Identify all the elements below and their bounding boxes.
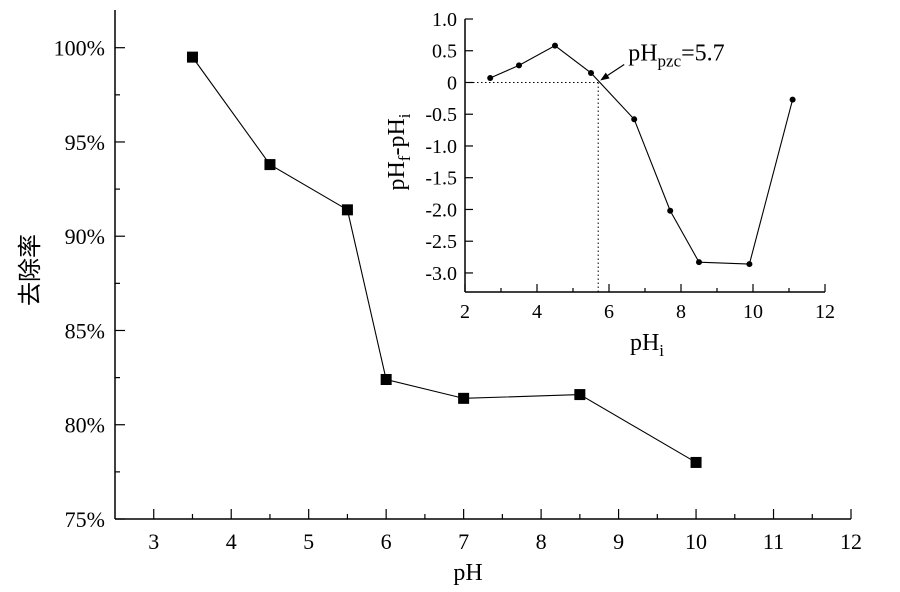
inset-series-markers <box>487 42 796 268</box>
pzc-annotation: pHpzc=5.7 <box>600 40 725 81</box>
inset-x-tick-label: 10 <box>743 301 763 323</box>
inset-y-tick-label: -1.5 <box>425 168 457 190</box>
main-x-tick-label: 12 <box>840 529 862 554</box>
main-chart: 3 4 5 6 7 8 9 10 11 12 75% 80% 85% 90% 95% 100% pH 去除率 <box>17 10 862 586</box>
inset-data-point <box>789 96 796 103</box>
inset-y-axis-label: pHf-pHi <box>384 113 414 190</box>
inset-y-ticks: 1.0 0.5 0 -0.5 -1.0 -1.5 -2.0 -2.5 -3.0 <box>425 9 473 285</box>
main-data-point <box>690 456 702 468</box>
main-data-point <box>186 51 198 63</box>
inset-x-axis-label-main: pH <box>630 330 659 356</box>
inset-data-point <box>588 69 594 76</box>
inset-data-point <box>746 261 753 268</box>
inset-x-axis-label: pHi <box>630 330 664 360</box>
inset-x-tick-label: 4 <box>532 301 542 323</box>
inset-data-point <box>631 116 638 123</box>
inset-y-axis-label-part-3: -pH <box>384 118 410 155</box>
main-data-point <box>458 392 470 404</box>
pzc-annotation-label: pHpzc=5.7 <box>628 40 724 70</box>
main-data-point <box>574 389 586 401</box>
inset-chart: 2 4 6 8 10 12 1.0 0.5 0 -0.5 -1.0 -1.5 -2.0 -2.5 -3.0… <box>384 9 835 360</box>
main-axes <box>114 10 851 520</box>
main-y-tick-label: 90% <box>65 224 105 249</box>
main-x-tick-label: 9 <box>613 529 624 554</box>
inset-series-line <box>489 45 794 265</box>
pzc-annotation-sub: pzc <box>658 51 682 70</box>
inset-y-tick-label: -1.0 <box>425 136 457 158</box>
inset-y-axis-label-part-4: i <box>395 113 414 118</box>
inset-x-axis-label-sub: i <box>659 341 664 360</box>
inset-x-ticks: 2 4 6 8 10 12 <box>460 284 835 323</box>
main-y-tick-label: 100% <box>54 36 105 61</box>
main-x-tick-label: 8 <box>536 529 547 554</box>
inset-data-point <box>696 259 702 266</box>
main-y-tick-label: 95% <box>65 130 105 155</box>
inset-y-axis-label-part-1: pH <box>384 161 410 190</box>
main-x-ticks: 3 4 5 6 7 8 9 10 11 12 <box>148 509 862 554</box>
main-x-tick-label: 5 <box>303 529 314 554</box>
pzc-annotation-suffix: =5.7 <box>681 40 725 66</box>
main-data-point <box>380 373 392 385</box>
main-data-point <box>341 204 353 216</box>
inset-x-tick-label: 12 <box>815 301 835 323</box>
inset-data-point <box>516 62 522 69</box>
main-x-tick-label: 3 <box>148 529 159 554</box>
inset-y-axis-label-part-2: f <box>395 155 414 161</box>
main-x-tick-label: 4 <box>226 529 237 554</box>
main-y-ticks: 75% 80% 85% 90% 95% 100% <box>54 36 125 532</box>
main-x-tick-label: 7 <box>458 529 469 554</box>
main-data-point <box>264 159 276 171</box>
pzc-annotation-arrow <box>604 64 625 78</box>
main-x-axis-label: pH <box>453 560 482 586</box>
inset-y-tick-label: 0 <box>447 72 457 94</box>
inset-y-tick-label: 1.0 <box>432 9 457 31</box>
inset-data-point <box>552 42 558 49</box>
pzc-annotation-arrowhead <box>600 72 610 81</box>
main-y-tick-label: 75% <box>65 507 105 532</box>
inset-x-tick-label: 2 <box>460 301 470 323</box>
pzc-annotation-main: pH <box>628 40 657 66</box>
main-y-axis-label: 去除率 <box>17 234 44 306</box>
main-series-markers <box>186 51 702 468</box>
inset-y-tick-label: -2.5 <box>425 231 457 253</box>
inset-x-tick-label: 6 <box>604 301 614 323</box>
main-x-tick-label: 10 <box>685 529 707 554</box>
inset-y-tick-label: 0.5 <box>432 41 457 63</box>
inset-y-tick-label: -3.0 <box>425 263 457 285</box>
main-y-tick-label: 80% <box>65 413 105 438</box>
inset-y-tick-label: -0.5 <box>425 104 457 126</box>
inset-data-point <box>667 207 674 214</box>
main-x-tick-label: 11 <box>763 529 784 554</box>
main-y-tick-label: 85% <box>65 318 105 343</box>
inset-data-point <box>487 75 494 82</box>
inset-x-tick-label: 8 <box>676 301 686 323</box>
inset-y-tick-label: -2.0 <box>425 199 457 221</box>
inset-guide-lines <box>465 81 599 292</box>
main-x-tick-label: 6 <box>381 529 392 554</box>
